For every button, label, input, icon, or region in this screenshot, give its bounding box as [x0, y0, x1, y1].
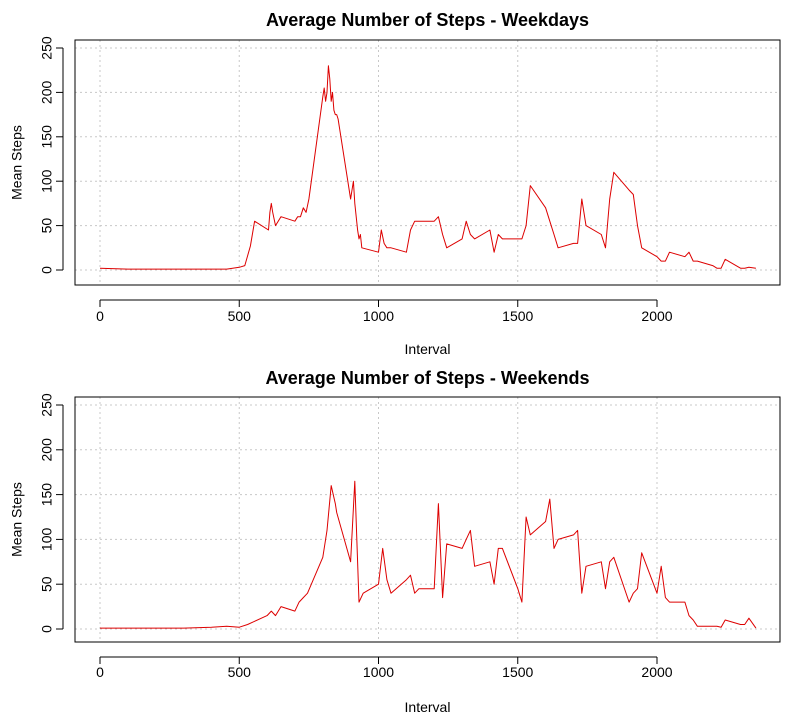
y-tick-label: 50 [39, 218, 55, 234]
y-tick-label: 0 [39, 625, 55, 633]
y-tick-label: 250 [39, 393, 55, 417]
y-axis-label: Mean Steps [9, 125, 25, 200]
x-tick-label: 500 [228, 308, 252, 324]
x-tick-label: 1500 [502, 308, 533, 324]
x-tick-label: 2000 [641, 664, 672, 680]
x-tick-label: 2000 [641, 308, 672, 324]
plot-area-border [74, 39, 781, 286]
y-tick-label: 250 [39, 36, 55, 60]
y-tick-label: 150 [39, 483, 55, 507]
chart-title: Average Number of Steps - Weekends [265, 368, 589, 388]
x-tick-label: 0 [96, 308, 104, 324]
y-tick-label: 50 [39, 576, 55, 592]
y-tick-label: 200 [39, 438, 55, 462]
x-axis-label: Interval [405, 699, 451, 715]
y-tick-label: 0 [39, 266, 55, 274]
x-tick-label: 500 [228, 664, 252, 680]
chart-title: Average Number of Steps - Weekdays [266, 10, 589, 30]
y-tick-label: 200 [39, 81, 55, 105]
y-tick-label: 100 [39, 169, 55, 193]
x-tick-label: 1000 [363, 308, 394, 324]
x-tick-label: 1000 [363, 664, 394, 680]
y-axis-label: Mean Steps [9, 482, 25, 557]
series-line [100, 480, 757, 629]
plot-area-border [74, 396, 781, 643]
x-tick-label: 0 [96, 664, 104, 680]
x-tick-label: 1500 [502, 664, 533, 680]
y-tick-label: 150 [39, 125, 55, 149]
y-tick-label: 100 [39, 528, 55, 552]
x-axis-label: Interval [405, 341, 451, 357]
series-line [99, 65, 756, 270]
